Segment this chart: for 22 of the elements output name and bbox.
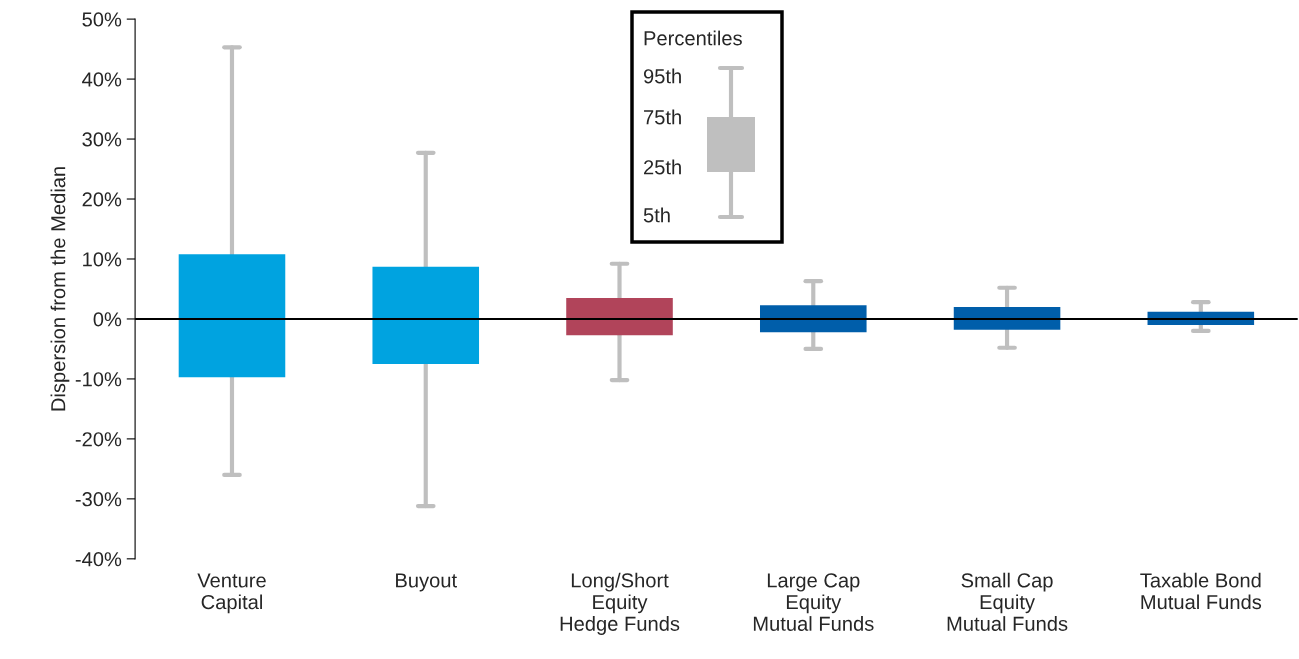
y-tick-label: 0% bbox=[93, 312, 122, 327]
x-tick-label: Long/Short Equity Hedge Funds bbox=[560, 572, 680, 635]
y-tick-label: 10% bbox=[83, 252, 122, 267]
x-tick-label: Venture Capital bbox=[197, 573, 266, 614]
y-tick-label: 20% bbox=[82, 192, 122, 207]
x-tick-label: Large Cap Equity Mutual Funds bbox=[753, 573, 874, 631]
y-tick-label: -20% bbox=[75, 432, 122, 447]
y-tick-label: -30% bbox=[75, 492, 122, 507]
annotation: 25th bbox=[644, 159, 681, 175]
annotation: Percentiles bbox=[644, 30, 742, 46]
y-tick-label: 50% bbox=[82, 12, 122, 27]
y-tick-label: 30% bbox=[82, 132, 122, 147]
annotation: 95th bbox=[643, 68, 681, 84]
annotation: 75th bbox=[644, 109, 681, 125]
annotation: 5th bbox=[643, 207, 670, 223]
y-axis-title: Dispersion from the Median bbox=[50, 167, 70, 411]
y-tick-label: -10% bbox=[75, 372, 122, 387]
y-tick-label: 40% bbox=[82, 72, 122, 87]
x-tick-label: Small Cap Equity Mutual Funds bbox=[947, 572, 1068, 631]
x-tick-label: Buyout bbox=[396, 573, 457, 592]
y-tick-label: -40% bbox=[75, 552, 122, 567]
x-tick-label: Taxable Bond Mutual Funds bbox=[1140, 572, 1262, 610]
